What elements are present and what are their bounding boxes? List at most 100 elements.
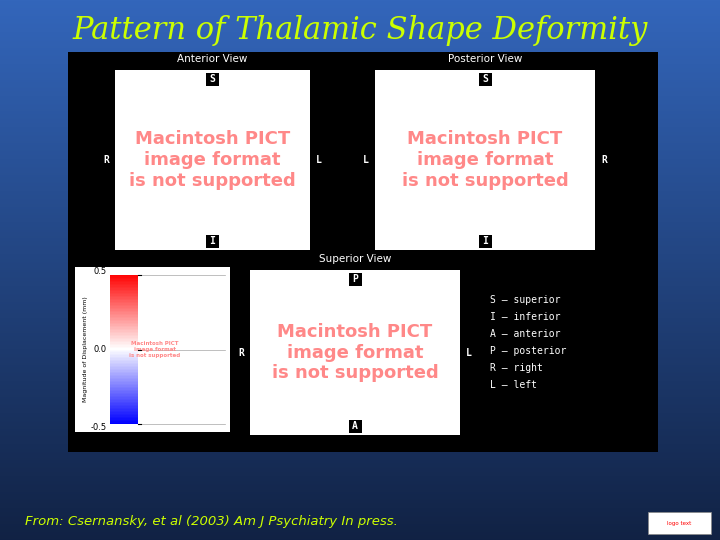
Bar: [206, 72, 219, 85]
Bar: [110, 370, 138, 372]
Bar: [110, 417, 138, 420]
Bar: [110, 403, 138, 404]
Bar: [110, 309, 138, 310]
Bar: [110, 285, 138, 287]
Bar: [110, 398, 138, 400]
Bar: [110, 331, 138, 333]
Bar: [348, 420, 361, 433]
Bar: [110, 422, 138, 424]
Text: S: S: [210, 74, 215, 84]
Text: Macintosh PICT
image format
is not supported: Macintosh PICT image format is not suppo…: [402, 130, 568, 190]
Bar: [110, 385, 138, 387]
Bar: [110, 364, 138, 366]
Text: S – superior: S – superior: [490, 295, 560, 305]
Bar: [110, 335, 138, 338]
Bar: [110, 329, 138, 332]
Bar: [110, 345, 138, 347]
Bar: [110, 361, 138, 363]
Bar: [110, 318, 138, 320]
Text: I: I: [482, 236, 488, 246]
Text: L – left: L – left: [490, 380, 537, 390]
Bar: [110, 419, 138, 421]
Bar: [462, 346, 475, 359]
Text: L: L: [316, 155, 322, 165]
Bar: [110, 377, 138, 379]
Text: 0.5: 0.5: [94, 267, 107, 276]
Bar: [110, 333, 138, 335]
Text: L: L: [363, 155, 369, 165]
Bar: [110, 298, 138, 300]
Bar: [110, 339, 138, 341]
Bar: [110, 278, 138, 280]
Text: S: S: [482, 74, 488, 84]
Bar: [235, 346, 248, 359]
Bar: [110, 374, 138, 376]
Bar: [110, 349, 138, 351]
Bar: [110, 343, 138, 345]
Bar: [479, 234, 492, 247]
Bar: [250, 270, 460, 435]
Bar: [598, 153, 611, 166]
Text: Pattern of Thalamic Shape Deformity: Pattern of Thalamic Shape Deformity: [72, 15, 648, 45]
Bar: [110, 348, 138, 349]
Bar: [110, 322, 138, 324]
Text: R: R: [601, 155, 607, 165]
Bar: [110, 388, 138, 390]
Text: R – right: R – right: [490, 363, 543, 373]
Bar: [110, 300, 138, 302]
Bar: [110, 382, 138, 384]
Bar: [110, 334, 138, 336]
Bar: [110, 337, 138, 339]
Text: R: R: [238, 348, 244, 357]
Bar: [110, 305, 138, 306]
Bar: [110, 372, 138, 373]
Bar: [110, 301, 138, 303]
Bar: [110, 303, 138, 305]
Text: 0.0: 0.0: [94, 345, 107, 354]
Bar: [348, 273, 361, 286]
Bar: [110, 386, 138, 388]
Bar: [110, 295, 138, 298]
Bar: [110, 350, 138, 353]
Bar: [110, 291, 138, 293]
Bar: [110, 306, 138, 308]
Text: From: Csernansky, et al (2003) Am J Psychiatry In press.: From: Csernansky, et al (2003) Am J Psyc…: [25, 516, 398, 529]
Bar: [110, 284, 138, 286]
Bar: [110, 342, 138, 343]
Bar: [648, 512, 711, 534]
Text: Superior View: Superior View: [319, 254, 391, 264]
Bar: [110, 352, 138, 354]
Bar: [110, 368, 138, 370]
Text: -0.5: -0.5: [91, 422, 107, 431]
Text: Posterior View: Posterior View: [448, 54, 522, 64]
Bar: [110, 400, 138, 402]
Bar: [110, 315, 138, 317]
Bar: [110, 379, 138, 381]
Bar: [110, 279, 138, 281]
Bar: [68, 52, 658, 452]
Bar: [312, 153, 325, 166]
Text: A: A: [352, 421, 358, 431]
Bar: [110, 360, 138, 361]
Bar: [110, 404, 138, 406]
Bar: [110, 389, 138, 391]
Bar: [110, 312, 138, 314]
Bar: [110, 407, 138, 409]
Bar: [110, 288, 138, 290]
Bar: [110, 297, 138, 299]
Bar: [110, 292, 138, 294]
Text: I: I: [210, 236, 215, 246]
Bar: [99, 153, 112, 166]
Text: Macintosh PICT
image format
is not supported: Macintosh PICT image format is not suppo…: [129, 130, 296, 190]
Bar: [75, 267, 230, 432]
Bar: [110, 411, 138, 414]
Bar: [110, 276, 138, 278]
Bar: [110, 280, 138, 282]
Bar: [110, 397, 138, 399]
Bar: [110, 367, 138, 369]
Bar: [110, 376, 138, 378]
Bar: [110, 323, 138, 326]
Text: Macintosh PICT
image format
is not supported: Macintosh PICT image format is not suppo…: [130, 341, 181, 358]
Text: R: R: [103, 155, 109, 165]
Text: P – posterior: P – posterior: [490, 346, 567, 356]
